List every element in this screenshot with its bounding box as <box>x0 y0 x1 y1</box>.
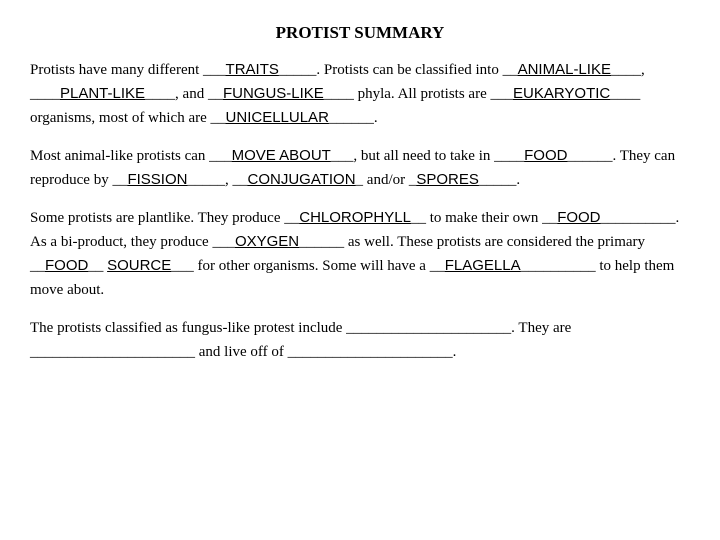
text: ____ phyla. All protists are ___ <box>324 86 513 102</box>
text: _____. Protists can be classified into _… <box>279 62 518 78</box>
text: Some protists are plantlike. They produc… <box>30 210 299 226</box>
fill-spores: SPORES <box>416 171 479 188</box>
text: _____. <box>479 172 520 188</box>
fill-fission: FISSION <box>127 171 187 188</box>
text: __ <box>88 258 107 274</box>
text: __ to make their own __ <box>411 210 557 226</box>
fill-source: SOURCE <box>107 257 171 274</box>
text: ____, and __ <box>145 86 223 102</box>
fill-animal-like: ANIMAL-LIKE <box>518 61 611 78</box>
text: Protists have many different ___ <box>30 62 226 78</box>
fill-flagella: FLAGELLA <box>445 257 521 274</box>
fill-eukaryotic: EUKARYOTIC <box>513 85 610 102</box>
fill-conjugation: CONJUGATION <box>247 171 355 188</box>
text: The protists classified as fungus-like p… <box>30 320 571 360</box>
fill-unicellular: UNICELLULAR <box>226 109 329 126</box>
text: ___ for other organisms. Some will have … <box>171 258 444 274</box>
paragraph-3: Some protists are plantlike. They produc… <box>30 206 690 302</box>
fill-food: FOOD <box>524 147 567 164</box>
fill-fungus-like: FUNGUS-LIKE <box>223 85 324 102</box>
fill-food-3: FOOD <box>45 257 88 274</box>
text: _____, __ <box>187 172 247 188</box>
fill-move-about: MOVE ABOUT <box>232 147 331 164</box>
worksheet-title: PROTIST SUMMARY <box>30 20 690 46</box>
text: ______. <box>329 110 378 126</box>
text: ___, but all need to take in ____ <box>331 148 524 164</box>
fill-food-2: FOOD <box>557 209 600 226</box>
fill-traits: TRAITS <box>226 61 279 78</box>
paragraph-4: The protists classified as fungus-like p… <box>30 316 690 364</box>
fill-plant-like: PLANT-LIKE <box>60 85 145 102</box>
text: Most animal-like protists can ___ <box>30 148 232 164</box>
fill-oxygen: OXYGEN <box>235 233 299 250</box>
text: _ and/or _ <box>356 172 417 188</box>
fill-chlorophyll: CHLOROPHYLL <box>299 209 411 226</box>
paragraph-2: Most animal-like protists can ___MOVE AB… <box>30 144 690 192</box>
paragraph-1: Protists have many different ___TRAITS__… <box>30 58 690 130</box>
